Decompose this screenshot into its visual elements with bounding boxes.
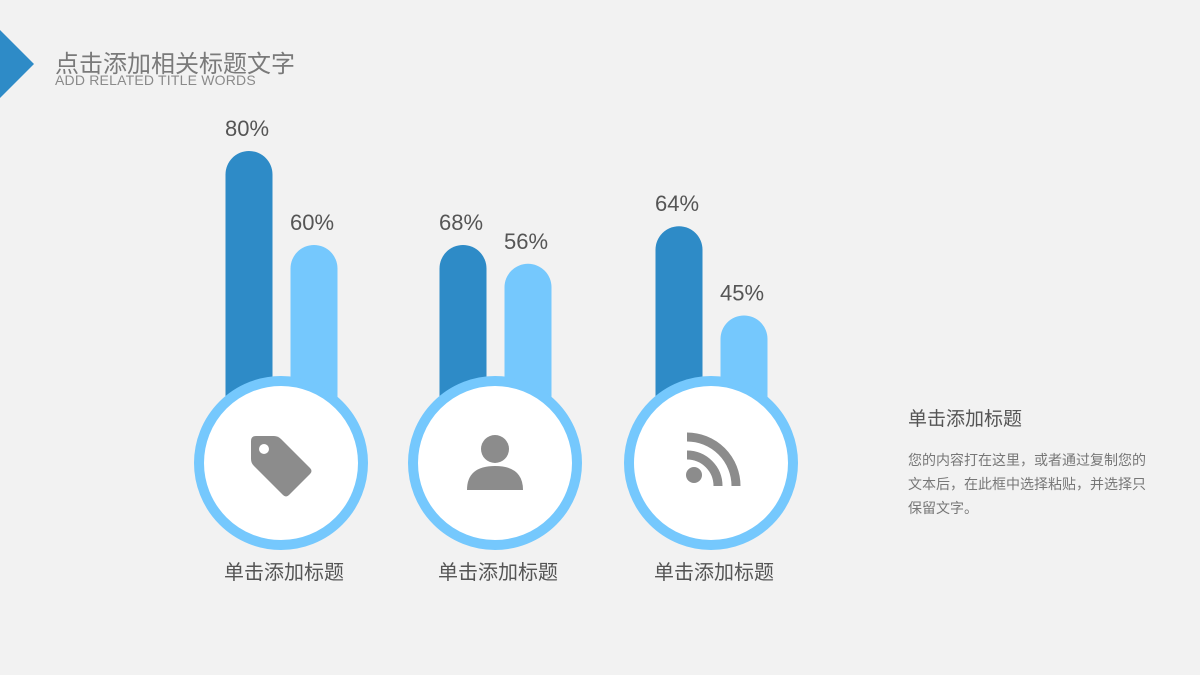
bar-series-2-group-1 (290, 244, 338, 420)
tag-icon (251, 436, 312, 497)
value-label-series-1-group-2: 68% (439, 210, 483, 235)
page-subtitle: ADD RELATED TITLE WORDS (55, 72, 256, 88)
category-label-2: 单击添加标题 (438, 561, 558, 584)
bar-series-1-group-2 (439, 244, 487, 420)
value-label-series-2-group-3: 45% (720, 281, 764, 306)
category-label-3: 单击添加标题 (654, 561, 774, 584)
category-label-1: 单击添加标题 (224, 561, 344, 584)
bar-series-1-group-1 (225, 151, 273, 420)
value-label-series-2-group-1: 60% (290, 210, 334, 235)
page-title: 点击添加相关标题文字 (55, 51, 295, 78)
side-description: 您的内容打在这里，或者通过复制您的文本后，在此框中选择粘贴，并选择只保留文字。 (908, 452, 1146, 516)
corner-accent (0, 30, 34, 98)
side-title: 单击添加标题 (908, 409, 1023, 430)
value-label-series-2-group-2: 56% (504, 229, 548, 254)
user-icon (467, 435, 523, 490)
rss-icon (686, 432, 741, 487)
value-label-series-1-group-1: 80% (225, 116, 269, 141)
bar-series-1-group-3 (655, 226, 703, 420)
value-label-series-1-group-3: 64% (655, 191, 699, 216)
